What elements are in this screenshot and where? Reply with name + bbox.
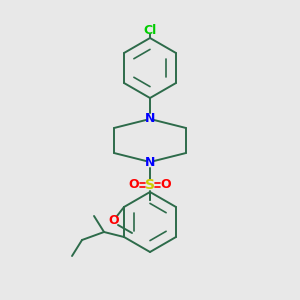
Text: S: S [145, 178, 155, 192]
Text: Cl: Cl [143, 23, 157, 37]
Text: N: N [145, 112, 155, 124]
Text: O: O [161, 178, 171, 191]
Text: O: O [129, 178, 139, 191]
Text: N: N [145, 157, 155, 169]
Text: O: O [109, 214, 119, 227]
